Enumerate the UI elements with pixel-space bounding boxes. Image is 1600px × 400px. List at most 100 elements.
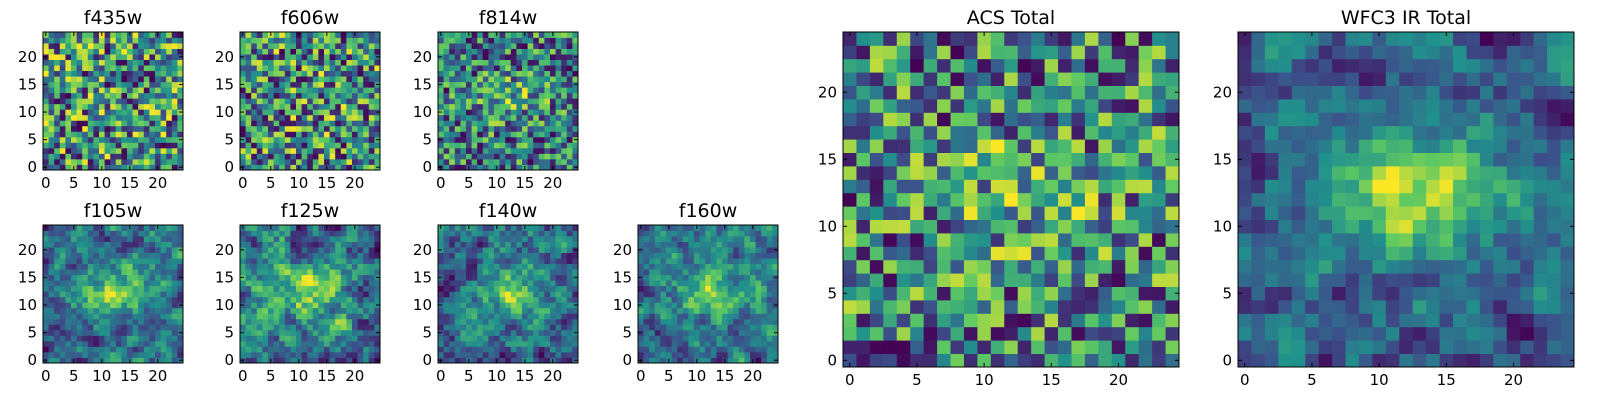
- heatmap-cell: [638, 258, 644, 265]
- y-tick-label: 10: [18, 103, 37, 121]
- heatmap-cell: [301, 103, 308, 110]
- heatmap-cell: [48, 241, 55, 248]
- heatmap-cell: [654, 280, 661, 287]
- heatmap-cell: [290, 329, 297, 336]
- heatmap-cell: [1017, 233, 1032, 247]
- heatmap-cell: [710, 357, 717, 364]
- heatmap-cell: [869, 286, 884, 301]
- heatmap-cell: [363, 230, 370, 237]
- heatmap-cell: [482, 158, 489, 165]
- heatmap-cell: [296, 302, 302, 309]
- heatmap-cell: [761, 258, 768, 265]
- heatmap-cell: [566, 274, 573, 281]
- heatmap-cell: [454, 335, 461, 342]
- y-tick-label: 5: [422, 131, 432, 149]
- y-tick-label: 15: [215, 268, 234, 286]
- heatmap-cell: [82, 65, 89, 72]
- heatmap-cell: [110, 147, 117, 154]
- heatmap-cell: [290, 87, 297, 94]
- heatmap-cell: [245, 109, 252, 116]
- heatmap-cell: [296, 153, 302, 160]
- heatmap-cells-f105w: [43, 225, 184, 364]
- heatmap-cell: [638, 236, 644, 242]
- heatmap-cell: [572, 142, 579, 149]
- heatmap-cell: [324, 125, 330, 132]
- heatmap-cell: [268, 131, 274, 138]
- heatmap-cell: [910, 233, 925, 247]
- heatmap-cell: [245, 274, 252, 281]
- heatmap-cell: [1044, 259, 1059, 274]
- heatmap-cell: [449, 37, 456, 44]
- heatmap-cell: [682, 285, 689, 292]
- heatmap-cell: [87, 285, 94, 292]
- heatmap-cell: [160, 92, 167, 99]
- heatmap-cell: [76, 324, 83, 331]
- heatmap-cell: [533, 274, 540, 281]
- heatmap-cell: [318, 291, 325, 298]
- heatmap-cell: [643, 269, 650, 276]
- heatmap-cell: [561, 81, 568, 88]
- heatmap-cell: [166, 54, 173, 60]
- heatmap-cell: [660, 285, 667, 292]
- heatmap-cell: [104, 307, 111, 314]
- heatmap-cell: [268, 318, 274, 325]
- heatmap-cell: [643, 285, 650, 292]
- heatmap-cell: [262, 340, 269, 347]
- heatmap-cell: [115, 131, 122, 138]
- heatmap-cell: [166, 59, 173, 66]
- heatmap-cell: [494, 65, 500, 72]
- heatmap-cell: [722, 302, 728, 309]
- heatmap-cell: [755, 225, 762, 231]
- heatmap-cell: [533, 92, 540, 99]
- heatmap-cell: [87, 114, 94, 121]
- heatmap-cell: [544, 247, 551, 253]
- heatmap-cell: [240, 142, 246, 149]
- heatmap-cell: [438, 92, 444, 99]
- heatmap-cell: [240, 37, 246, 44]
- heatmap-cell: [488, 225, 495, 231]
- heatmap-cell: [510, 87, 517, 94]
- heatmap-cell: [273, 92, 280, 99]
- heatmap-cell: [149, 230, 156, 237]
- heatmap-cell: [368, 153, 375, 160]
- heatmap-cell: [466, 153, 472, 160]
- heatmap-cell: [166, 103, 173, 110]
- heatmap-cell: [155, 92, 161, 99]
- heatmap-cell: [284, 258, 291, 265]
- heatmap-cell: [660, 241, 667, 248]
- x-tick-label: 20: [148, 174, 167, 192]
- heatmap-cell: [443, 285, 450, 292]
- heatmap-cell: [488, 37, 495, 44]
- heatmap-cell: [522, 230, 528, 237]
- heatmap-cell: [572, 280, 579, 287]
- heatmap-cell: [149, 302, 156, 309]
- heatmap-cell: [138, 87, 145, 94]
- heatmap-cell: [705, 247, 712, 253]
- heatmap-cell: [550, 158, 556, 165]
- heatmap-cell: [733, 230, 740, 237]
- heatmap-cell: [268, 103, 274, 110]
- heatmap-cell: [43, 285, 49, 292]
- heatmap-cell: [279, 153, 286, 160]
- heatmap-cell: [357, 76, 364, 83]
- heatmap-cell: [43, 65, 49, 72]
- heatmap-cell: [643, 302, 650, 309]
- heatmap-cell: [505, 346, 512, 353]
- heatmap-cell: [566, 147, 573, 154]
- heatmap-cell: [550, 98, 556, 105]
- heatmap-cell: [251, 98, 258, 105]
- heatmap-cell: [99, 153, 105, 160]
- heatmap-cell: [363, 313, 370, 320]
- heatmap-cell: [318, 65, 325, 72]
- heatmap-cell: [127, 153, 133, 160]
- heatmap-cell: [346, 280, 353, 287]
- heatmap-cell: [273, 230, 280, 237]
- heatmap-cell: [155, 241, 161, 248]
- heatmap-cell: [149, 142, 156, 149]
- heatmap-cell: [279, 76, 286, 83]
- heatmap-cell: [290, 280, 297, 287]
- heatmap-cell: [544, 87, 551, 94]
- heatmap-cell: [438, 346, 444, 353]
- heatmap-cell: [561, 258, 568, 265]
- heatmap-cell: [324, 258, 330, 265]
